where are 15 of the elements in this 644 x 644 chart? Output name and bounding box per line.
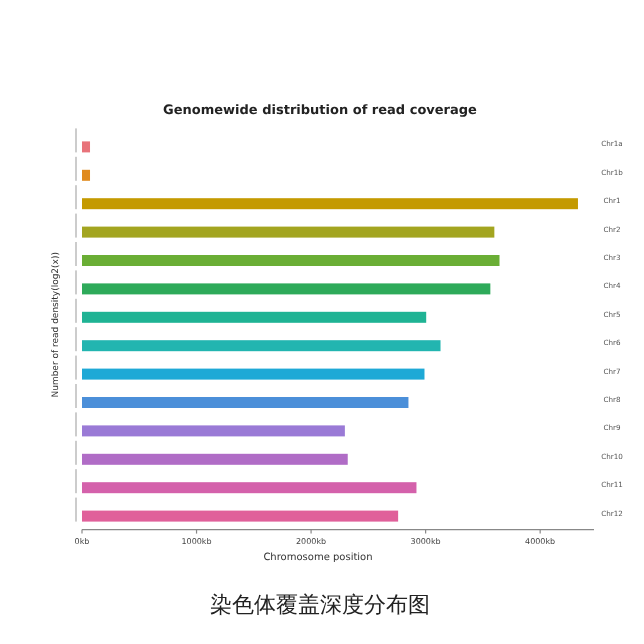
bar: [82, 368, 425, 380]
bar: [82, 311, 427, 323]
bar: [82, 226, 495, 238]
bar: [82, 255, 500, 266]
bar: [82, 425, 345, 437]
bar: [82, 482, 417, 494]
bar: [82, 141, 91, 153]
bar: [82, 169, 91, 181]
bar: [82, 510, 399, 522]
bar: [82, 198, 578, 210]
text: 染色体覆盖深度分布图: [210, 592, 430, 618]
bar: [82, 397, 409, 408]
bar: [82, 283, 491, 295]
bar: [82, 340, 441, 352]
bar: [82, 453, 348, 465]
